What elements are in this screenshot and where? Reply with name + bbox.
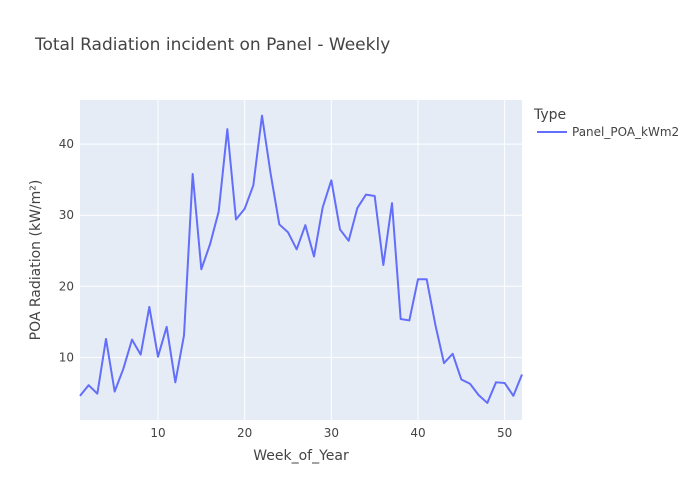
x-axis-ticks: 10 20 30 40 50 bbox=[150, 426, 512, 440]
y-axis-title: POA Radiation (kW/m²) bbox=[28, 180, 44, 341]
plot-background bbox=[80, 100, 522, 420]
legend-title: Type bbox=[533, 107, 566, 123]
legend-label[interactable]: Panel_POA_kWm2 bbox=[572, 125, 679, 139]
x-axis-title: Week_of_Year bbox=[253, 448, 349, 464]
series-line-Panel_POA_kWm2[interactable] bbox=[79, 114, 523, 404]
x-tick-label: 10 bbox=[150, 426, 165, 440]
y-tick-label: 10 bbox=[59, 350, 74, 364]
series-layer bbox=[79, 114, 523, 404]
chart-title: Total Radiation incident on Panel - Week… bbox=[34, 35, 390, 55]
y-tick-label: 30 bbox=[59, 208, 74, 222]
y-axis-ticks: 10 20 30 40 bbox=[59, 137, 74, 364]
x-tick-label: 30 bbox=[324, 426, 339, 440]
x-tick-label: 20 bbox=[237, 426, 252, 440]
y-tick-label: 40 bbox=[59, 137, 74, 151]
legend: Type Panel_POA_kWm2 bbox=[533, 107, 679, 139]
y-tick-label: 20 bbox=[59, 279, 74, 293]
grid-lines bbox=[80, 100, 522, 420]
x-tick-label: 40 bbox=[410, 426, 425, 440]
x-tick-label: 50 bbox=[497, 426, 512, 440]
